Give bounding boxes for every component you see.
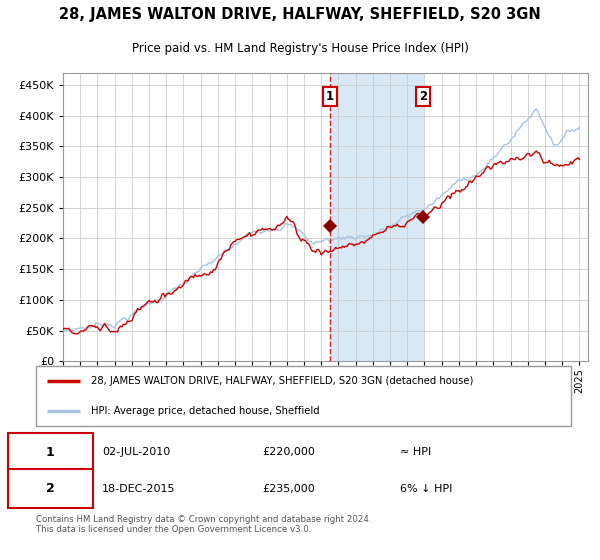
Text: Price paid vs. HM Land Registry's House Price Index (HPI): Price paid vs. HM Land Registry's House …	[131, 42, 469, 55]
FancyBboxPatch shape	[8, 469, 94, 508]
Text: 28, JAMES WALTON DRIVE, HALFWAY, SHEFFIELD, S20 3GN: 28, JAMES WALTON DRIVE, HALFWAY, SHEFFIE…	[59, 7, 541, 22]
Text: £220,000: £220,000	[262, 447, 315, 458]
Text: 6% ↓ HPI: 6% ↓ HPI	[400, 484, 452, 494]
Text: 1: 1	[326, 90, 334, 102]
Text: 18-DEC-2015: 18-DEC-2015	[102, 484, 175, 494]
Text: ≈ HPI: ≈ HPI	[400, 447, 431, 458]
FancyBboxPatch shape	[8, 433, 94, 472]
Bar	[330, 73, 423, 361]
Text: 2: 2	[46, 482, 55, 496]
Text: Contains HM Land Registry data © Crown copyright and database right 2024.
This d: Contains HM Land Registry data © Crown c…	[35, 515, 371, 534]
Text: £235,000: £235,000	[262, 484, 314, 494]
Text: 02-JUL-2010: 02-JUL-2010	[102, 447, 170, 458]
Text: 2: 2	[419, 90, 427, 102]
Text: HPI: Average price, detached house, Sheffield: HPI: Average price, detached house, Shef…	[91, 406, 319, 416]
Text: 28, JAMES WALTON DRIVE, HALFWAY, SHEFFIELD, S20 3GN (detached house): 28, JAMES WALTON DRIVE, HALFWAY, SHEFFIE…	[91, 376, 473, 386]
FancyBboxPatch shape	[35, 366, 571, 426]
Text: 1: 1	[46, 446, 55, 459]
